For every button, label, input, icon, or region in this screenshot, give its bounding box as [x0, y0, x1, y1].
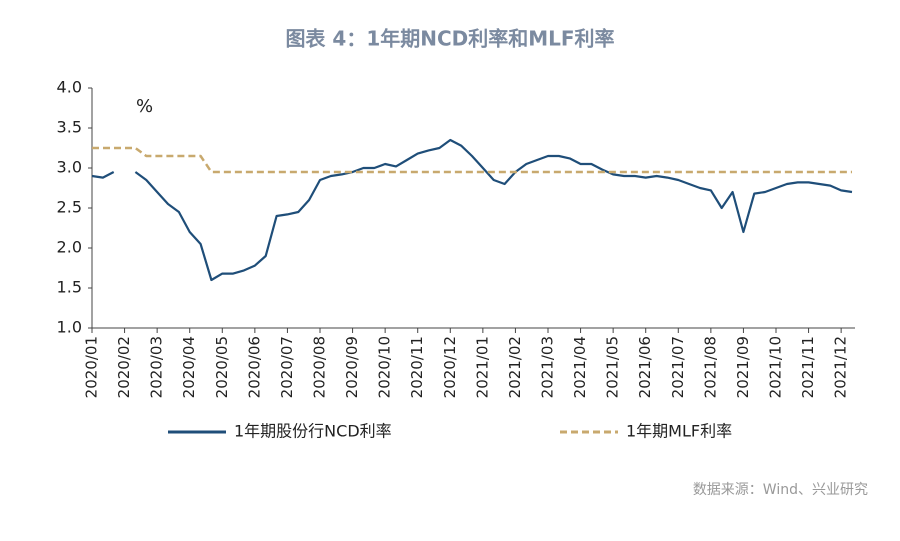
x-tick-label: 2021/12: [832, 336, 850, 398]
x-tick-label: 2021/11: [799, 336, 817, 398]
y-tick-label: 4.0: [57, 78, 82, 97]
x-tick-label: 2021/03: [539, 336, 557, 398]
x-tick-label: 2021/05: [604, 336, 622, 398]
y-tick-label: 1.5: [57, 278, 82, 297]
x-tick-label: 2021/06: [636, 336, 654, 398]
x-tick-label: 2020/06: [245, 336, 263, 398]
x-tick-label: 2021/07: [669, 336, 687, 398]
chart-title: 图表 4：1年期NCD利率和MLF利率: [285, 27, 614, 51]
x-tick-label: 2020/09: [343, 336, 361, 398]
unit-label: %: [136, 96, 153, 117]
y-tick-label: 2.5: [57, 198, 82, 217]
x-tick-label: 2021/01: [473, 336, 491, 398]
x-tick-label: 2020/01: [83, 336, 101, 398]
x-tick-label: 2021/04: [571, 336, 589, 398]
x-tick-label: 2021/09: [734, 336, 752, 398]
x-tick-label: 2020/10: [376, 336, 394, 398]
x-tick-label: 2020/04: [180, 336, 198, 398]
y-tick-label: 3.5: [57, 118, 82, 137]
x-tick-label: 2020/03: [148, 336, 166, 398]
y-tick-label: 2.0: [57, 238, 82, 257]
series-line: [91, 138, 853, 282]
x-tick-label: 2020/12: [441, 336, 459, 398]
legend-label: 1年期MLF利率: [626, 422, 732, 441]
x-tick-label: 2020/02: [115, 336, 133, 398]
x-tick-label: 2021/08: [701, 336, 719, 398]
x-tick-label: 2020/05: [213, 336, 231, 398]
source-note: 数据来源：Wind、兴业研究: [693, 482, 868, 498]
legend-label: 1年期股份行NCD利率: [234, 422, 392, 441]
x-tick-label: 2020/08: [311, 336, 329, 398]
x-tick-label: 2021/02: [506, 336, 524, 398]
y-tick-label: 3.0: [57, 158, 82, 177]
x-tick-label: 2021/10: [767, 336, 785, 398]
x-tick-label: 2020/07: [278, 336, 296, 398]
x-tick-label: 2020/11: [408, 336, 426, 398]
series-line: [92, 146, 852, 174]
y-tick-label: 1.0: [57, 318, 82, 337]
